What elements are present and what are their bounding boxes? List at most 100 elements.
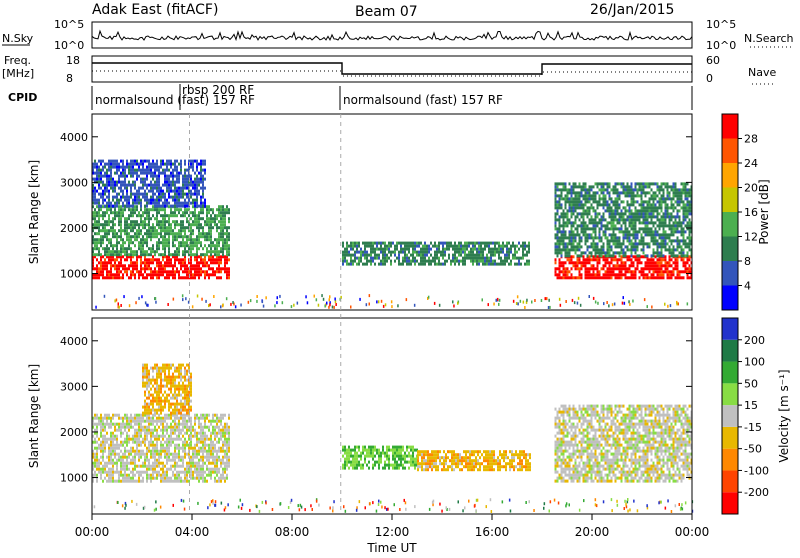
data-cell bbox=[132, 202, 134, 205]
data-cell bbox=[116, 181, 118, 184]
data-cell bbox=[687, 194, 689, 197]
data-cell bbox=[663, 245, 665, 248]
data-cell bbox=[408, 245, 410, 248]
data-cell bbox=[685, 239, 687, 242]
data-cell bbox=[402, 260, 404, 263]
data-cell bbox=[218, 253, 220, 256]
data-cell bbox=[565, 197, 567, 200]
data-cell bbox=[617, 239, 619, 242]
data-cell bbox=[681, 194, 683, 197]
data-cell bbox=[685, 230, 687, 233]
data-cell bbox=[603, 248, 605, 251]
data-cell bbox=[571, 236, 573, 239]
data-cell bbox=[470, 251, 472, 254]
data-cell bbox=[625, 194, 627, 197]
nsearch-label: N.Search bbox=[744, 32, 794, 45]
data-cell bbox=[104, 471, 106, 474]
data-cell bbox=[524, 245, 526, 248]
data-cell bbox=[108, 474, 110, 477]
data-cell bbox=[220, 250, 222, 253]
data-cell bbox=[166, 160, 168, 163]
data-cell bbox=[112, 211, 114, 214]
data-cell bbox=[579, 248, 581, 251]
data-cell bbox=[220, 214, 222, 217]
scatter-cell bbox=[548, 306, 550, 309]
data-cell bbox=[158, 187, 160, 190]
data-cell bbox=[583, 258, 585, 261]
data-cell bbox=[100, 432, 102, 435]
data-cell bbox=[486, 263, 488, 266]
data-cell bbox=[516, 257, 518, 260]
data-cell bbox=[575, 267, 577, 270]
data-cell bbox=[172, 199, 174, 202]
data-cell bbox=[466, 257, 468, 260]
data-cell bbox=[172, 270, 174, 273]
data-cell bbox=[156, 175, 158, 178]
data-cell bbox=[641, 209, 643, 212]
data-cell bbox=[128, 217, 130, 220]
data-cell bbox=[134, 261, 136, 264]
data-cell bbox=[212, 217, 214, 220]
data-cell bbox=[154, 175, 156, 178]
data-cell bbox=[150, 273, 152, 276]
data-cell bbox=[579, 254, 581, 257]
data-cell bbox=[140, 229, 142, 232]
data-cell bbox=[593, 206, 595, 209]
data-cell bbox=[170, 270, 172, 273]
data-cell bbox=[106, 420, 108, 423]
data-cell bbox=[661, 254, 663, 257]
data-cell bbox=[118, 253, 120, 256]
data-cell bbox=[126, 270, 128, 273]
data-cell bbox=[120, 208, 122, 211]
data-cell bbox=[573, 230, 575, 233]
data-cell bbox=[138, 190, 140, 193]
data-cell bbox=[418, 245, 420, 248]
data-cell bbox=[657, 254, 659, 257]
data-cell bbox=[106, 441, 108, 444]
scatter-cell bbox=[496, 299, 498, 302]
data-cell bbox=[174, 190, 176, 193]
data-cell bbox=[659, 221, 661, 224]
data-cell bbox=[611, 227, 613, 230]
data-cell bbox=[599, 194, 601, 197]
data-cell bbox=[158, 270, 160, 273]
data-cell bbox=[220, 261, 222, 264]
data-cell bbox=[611, 248, 613, 251]
data-cell bbox=[609, 191, 611, 194]
data-cell bbox=[102, 235, 104, 238]
data-cell bbox=[460, 260, 462, 263]
data-cell bbox=[120, 270, 122, 273]
data-cell bbox=[577, 264, 579, 267]
data-cell bbox=[655, 270, 657, 273]
data-cell bbox=[641, 197, 643, 200]
data-cell bbox=[364, 242, 366, 245]
data-cell bbox=[164, 220, 166, 223]
data-cell bbox=[182, 238, 184, 241]
data-cell bbox=[625, 218, 627, 221]
data-cell bbox=[132, 420, 134, 423]
data-cell bbox=[136, 196, 138, 199]
data-cell bbox=[110, 432, 112, 435]
data-cell bbox=[410, 260, 412, 263]
data-cell bbox=[458, 242, 460, 245]
data-cell bbox=[192, 160, 194, 163]
data-cell bbox=[645, 200, 647, 203]
data-cell bbox=[647, 276, 649, 279]
data-cell bbox=[659, 188, 661, 191]
data-cell bbox=[637, 242, 639, 245]
data-cell bbox=[555, 227, 557, 230]
data-cell bbox=[158, 166, 160, 169]
data-cell bbox=[120, 258, 122, 261]
data-cell bbox=[663, 233, 665, 236]
data-cell bbox=[567, 242, 569, 245]
data-cell bbox=[136, 438, 138, 441]
data-cell bbox=[104, 184, 106, 187]
data-cell bbox=[188, 190, 190, 193]
data-cell bbox=[100, 447, 102, 450]
data-cell bbox=[607, 254, 609, 257]
data-cell bbox=[478, 254, 480, 257]
data-cell bbox=[148, 226, 150, 229]
data-cell bbox=[220, 223, 222, 226]
data-cell bbox=[647, 215, 649, 218]
